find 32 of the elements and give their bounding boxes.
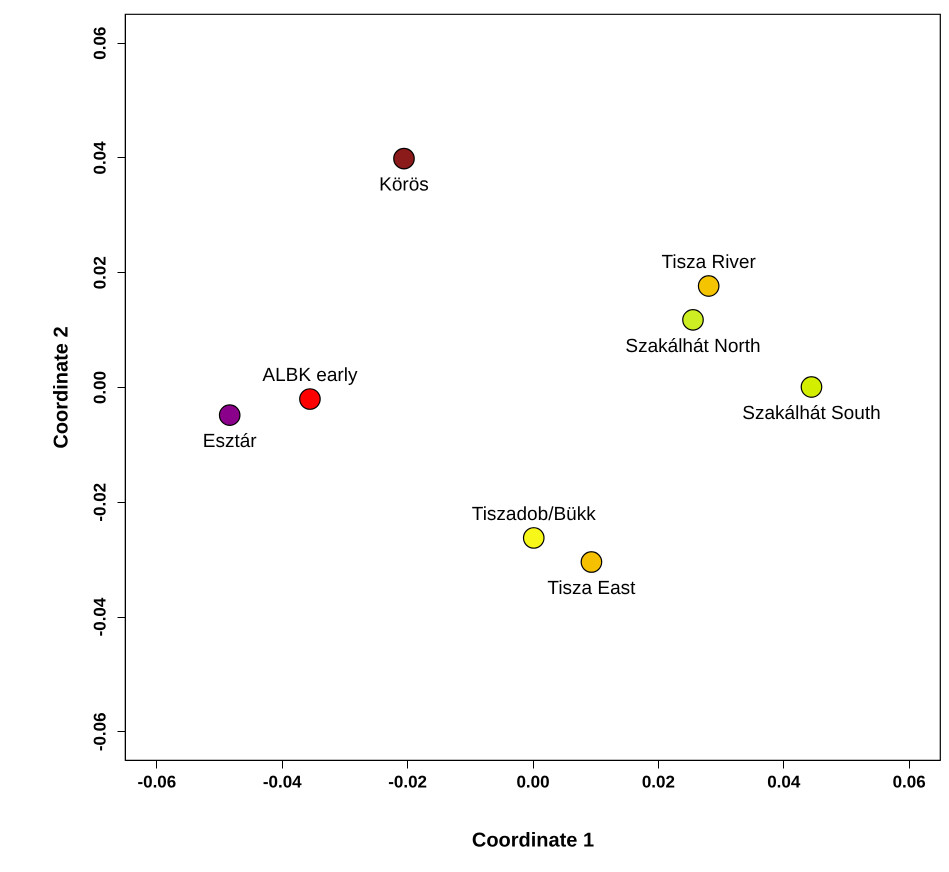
x-tick-label: -0.04 (262, 772, 302, 792)
series-label: Szakálhát North (625, 336, 761, 357)
y-tick-label: -0.04 (90, 597, 110, 636)
series-label: Tiszadob/Bükk (472, 504, 596, 525)
y-tick-label: 0.00 (90, 370, 110, 404)
series-label: Tisza East (547, 578, 636, 600)
series-label: Körös (379, 174, 429, 196)
point (218, 404, 241, 426)
point (698, 275, 720, 297)
y-tick-label: 0.02 (90, 256, 110, 290)
x-axis-title: Coordinate 1 (472, 830, 594, 852)
point (522, 527, 545, 549)
series-label: Tisza River (662, 252, 756, 274)
y-tick-label: -0.06 (90, 712, 110, 752)
point (580, 551, 602, 573)
y-tick-label: 0.06 (90, 26, 110, 60)
point (393, 148, 415, 170)
x-tick-label: 0.04 (767, 772, 801, 792)
y-tick-label: -0.02 (90, 482, 110, 522)
series-label: ALBK early (262, 365, 358, 386)
point (299, 388, 321, 410)
x-tick-label: 0.02 (642, 772, 675, 792)
point (682, 309, 704, 331)
series-label: Szakálhát South (742, 403, 881, 424)
x-tick-label: -0.06 (137, 772, 176, 792)
point (800, 376, 822, 398)
x-tick-label: -0.02 (388, 772, 427, 792)
series-label: Esztár (202, 431, 258, 452)
y-axis-title: Coordinate 2 (50, 326, 72, 449)
x-tick-label: 0.06 (892, 772, 926, 792)
x-tick-label: 0.00 (516, 772, 550, 792)
y-tick-label: 0.04 (90, 140, 110, 175)
